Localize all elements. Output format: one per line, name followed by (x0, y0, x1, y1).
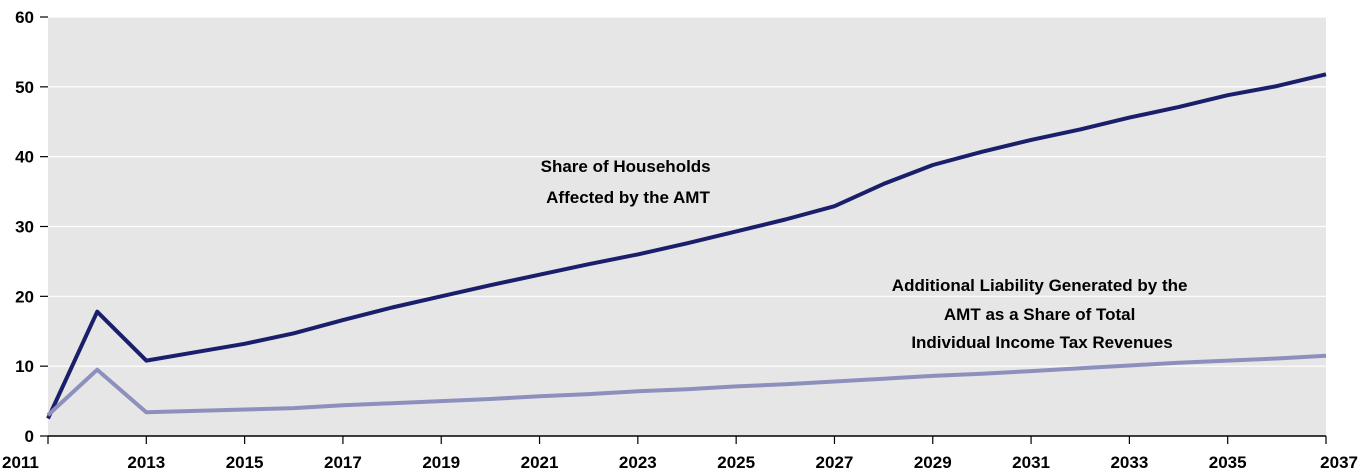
x-tick-label-2025: 2025 (717, 453, 755, 472)
series-2-annotation: Additional Liability Generated by the AM… (892, 276, 1192, 352)
y-axis-tick-labels: 0 10 20 30 40 50 60 (15, 8, 34, 446)
series-1-annotation: Share of Households Affected by the AMT (541, 157, 716, 207)
x-axis-ticks (47, 436, 1327, 444)
y-tick-label-0: 0 (25, 427, 34, 446)
x-tick-label-2037: 2037 (1320, 453, 1358, 472)
series-2-line (46, 353, 1327, 417)
x-tick-label-2011: 2011 (2, 453, 39, 472)
x-tick-label-2013: 2013 (127, 453, 165, 472)
y-tick-label-40: 40 (15, 148, 34, 167)
y-tick-label-10: 10 (15, 357, 34, 376)
series-2-annotation-line-3: Individual Income Tax Revenues (911, 333, 1172, 352)
x-tick-label-2017: 2017 (324, 453, 362, 472)
gridlines (40, 16, 1326, 437)
x-tick-label-2031: 2031 (1012, 453, 1050, 472)
x-tick-label-2027: 2027 (816, 453, 854, 472)
y-tick-label-50: 50 (15, 78, 34, 97)
x-tick-label-2029: 2029 (914, 453, 952, 472)
y-tick-label-20: 20 (15, 287, 34, 306)
x-tick-label-2021: 2021 (521, 453, 559, 472)
series-1-line (46, 72, 1327, 420)
series-1-annotation-line-2: Affected by the AMT (546, 188, 710, 207)
x-tick-label-2035: 2035 (1209, 453, 1247, 472)
x-tick-label-2019: 2019 (422, 453, 460, 472)
series-1-annotation-line-1: Share of Households (541, 157, 711, 176)
x-tick-label-2023: 2023 (619, 453, 657, 472)
x-tick-label-2033: 2033 (1110, 453, 1148, 472)
y-tick-label-30: 30 (15, 218, 34, 237)
series-2-annotation-line-1: Additional Liability Generated by the (892, 276, 1188, 295)
y-tick-label-60: 60 (15, 8, 34, 27)
series-2-annotation-line-2: AMT as a Share of Total (944, 305, 1135, 324)
series-lines (46, 72, 1327, 420)
x-tick-label-2015: 2015 (226, 453, 264, 472)
x-axis-tick-labels: 2011 2013 2015 2017 2019 2021 2023 2025 2027 2029… (2, 453, 1358, 472)
